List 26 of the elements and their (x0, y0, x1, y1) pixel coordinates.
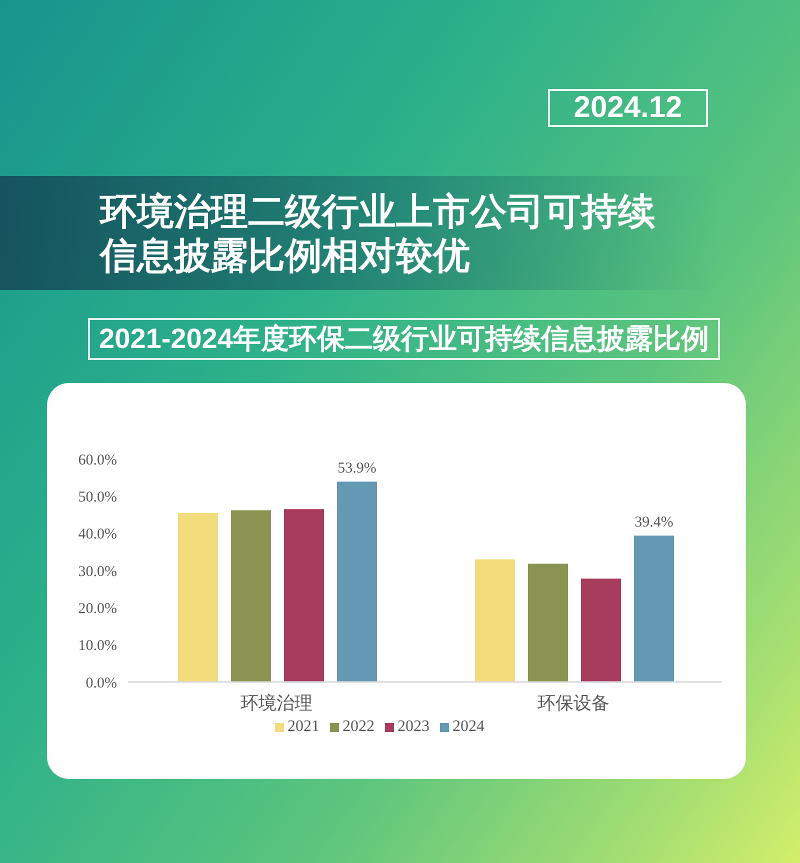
data-label: 53.9% (338, 460, 376, 477)
bar (284, 509, 324, 682)
bar (337, 482, 377, 682)
data-label: 39.4% (634, 514, 674, 531)
bar (231, 510, 271, 682)
y-tick-label: 10.0% (78, 638, 117, 654)
y-tick-label: 30.0% (78, 564, 117, 580)
x-tick-label: 环境治理 (240, 692, 312, 713)
bar (581, 578, 621, 682)
chart-subtitle: 2021-2024年度环保二级行业可持续信息披露比例 (88, 318, 720, 360)
legend-label: 2021 (288, 718, 320, 735)
bar (475, 559, 515, 682)
bar (178, 512, 218, 682)
y-tick-label: 50.0% (78, 489, 117, 506)
x-tick-label: 环保设备 (538, 692, 610, 713)
y-tick-label: 0.0% (86, 675, 117, 692)
y-tick-label: 20.0% (78, 600, 117, 617)
y-tick-label: 60.0% (78, 452, 117, 468)
legend-label: 2022 (342, 718, 374, 735)
text: 2024.12 (548, 89, 708, 127)
legend-label: 2024 (452, 718, 484, 735)
bar (634, 536, 674, 682)
y-tick-label: 40.0% (78, 526, 117, 543)
legend-label: 2023 (398, 718, 430, 735)
chart-title: 环境治理二级行业上市公司可持续信息披露比例相对较优 (100, 190, 656, 278)
bar (528, 564, 568, 682)
